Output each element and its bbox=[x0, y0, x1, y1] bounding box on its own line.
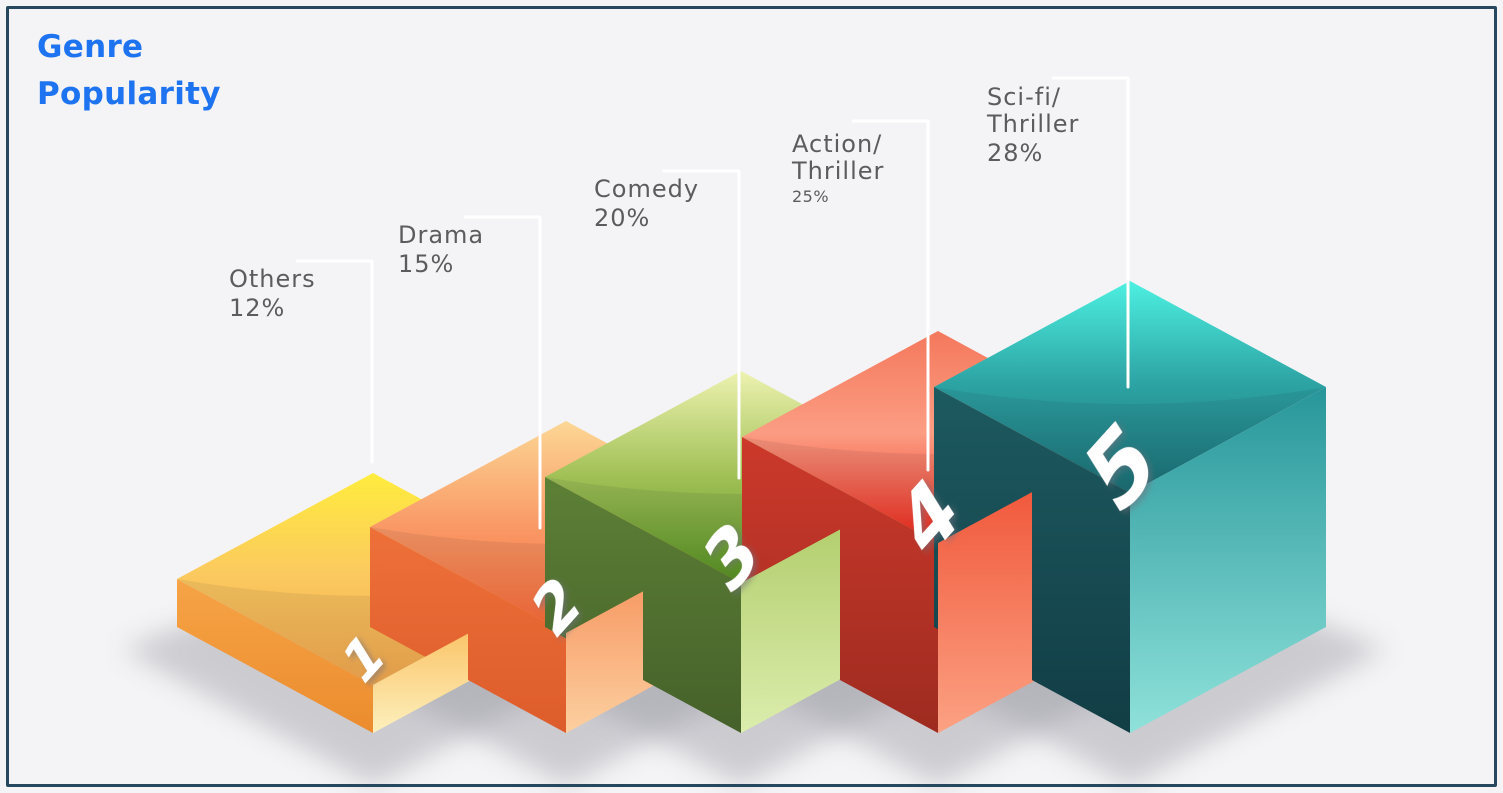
bar-4-right-face-front bbox=[938, 492, 1032, 733]
callout-line-2 bbox=[463, 215, 542, 530]
genre-label-2: Drama 15% bbox=[398, 222, 484, 278]
genre-label-5-line-2: Thriller bbox=[987, 110, 1080, 138]
callout-line-5 bbox=[1051, 76, 1130, 389]
callout-line-4 bbox=[851, 119, 930, 472]
bar-2-right-face-front bbox=[566, 591, 643, 733]
callout-line-3 bbox=[662, 169, 741, 480]
genre-label-5-percent: 28% bbox=[987, 139, 1044, 167]
genre-label-1: Others 12% bbox=[229, 266, 316, 322]
callout-lines bbox=[295, 76, 1130, 530]
callout-line-1 bbox=[295, 259, 374, 464]
genre-label-5-line-1: Sci-fi/ bbox=[987, 83, 1061, 111]
title-line-2: Popularity bbox=[37, 76, 221, 112]
page-title: Genre Popularity bbox=[37, 24, 221, 118]
bar-5-right-face bbox=[1130, 387, 1326, 733]
genre-label-2-line-1: Drama bbox=[398, 221, 485, 249]
title-line-1: Genre bbox=[37, 29, 144, 65]
genre-label-4-line-2: Thriller bbox=[792, 157, 885, 185]
genre-label-3: Comedy 20% bbox=[594, 176, 699, 232]
genre-label-4-percent: 25% bbox=[792, 187, 830, 206]
genre-label-3-percent: 20% bbox=[594, 204, 651, 232]
genre-label-2-percent: 15% bbox=[398, 250, 455, 278]
genre-label-5: Sci-fi/Thriller 28% bbox=[987, 84, 1079, 167]
bar-2-left-face bbox=[370, 527, 566, 733]
bar-5-top-fold bbox=[934, 387, 1326, 493]
genre-label-3-line-1: Comedy bbox=[594, 175, 700, 203]
genre-label-1-line-1: Others bbox=[229, 265, 316, 293]
bar-3-right-face-front bbox=[741, 529, 840, 733]
genre-label-4: Action/Thriller 25% bbox=[792, 131, 884, 207]
genre-label-1-percent: 12% bbox=[229, 294, 286, 322]
bar-1-right-face-front bbox=[373, 633, 468, 733]
bar-1-left-face bbox=[177, 579, 373, 733]
genre-label-4-line-1: Action/ bbox=[792, 130, 883, 158]
